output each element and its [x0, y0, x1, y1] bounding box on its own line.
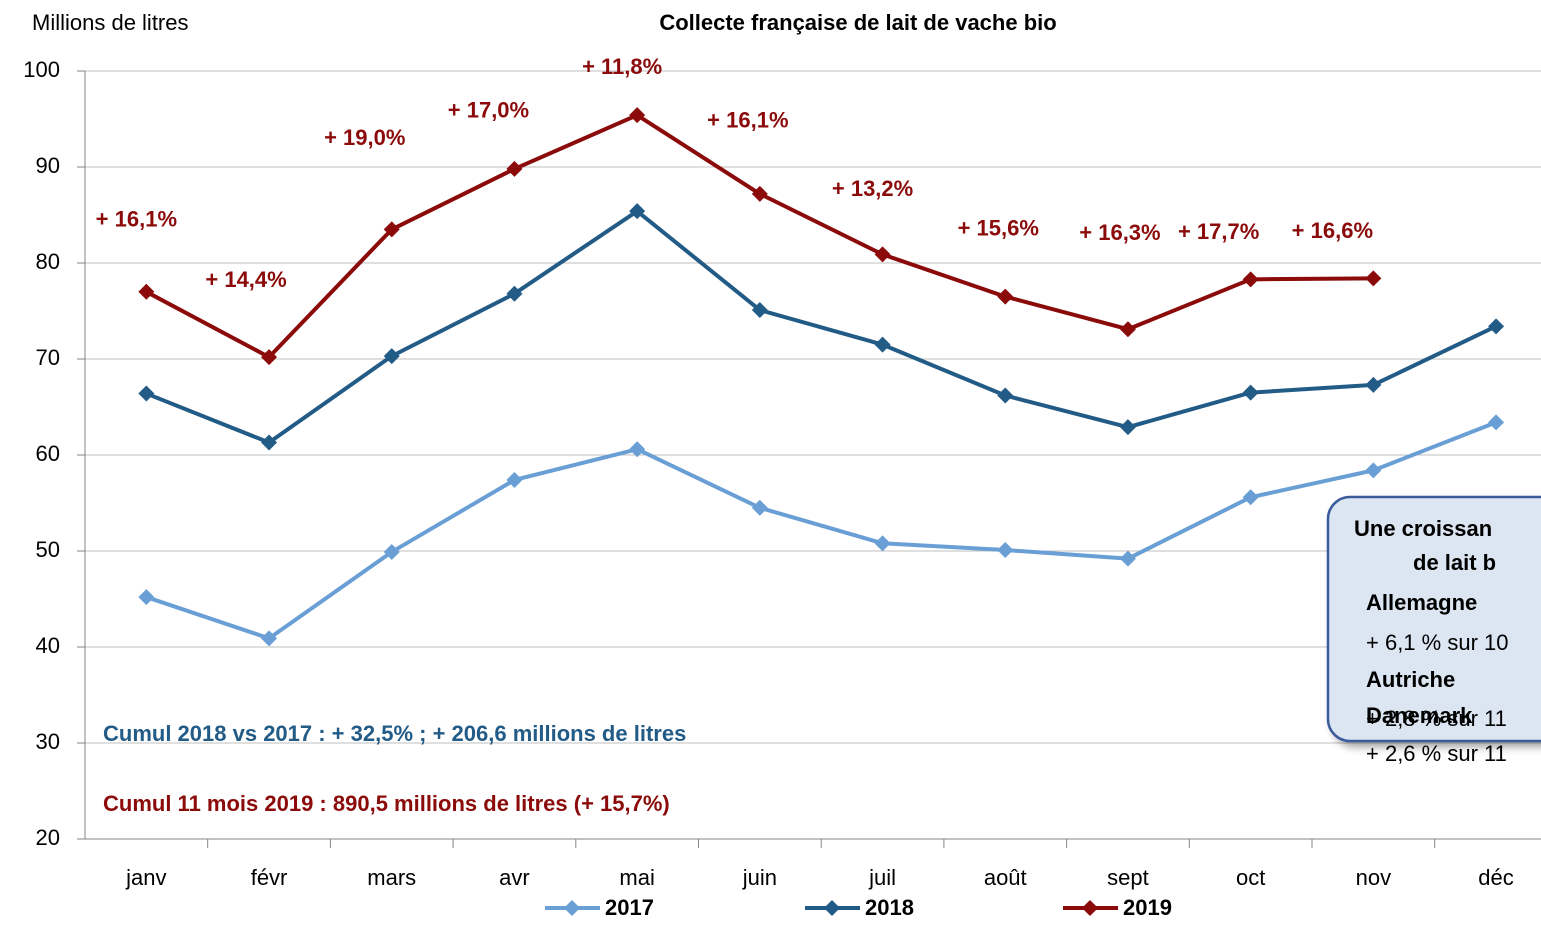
data-point: [1365, 462, 1382, 479]
data-point: [506, 160, 523, 177]
x-tick-label: janv: [125, 865, 166, 890]
y-tick-label: 100: [23, 57, 60, 82]
callout-text: Danemark: [1366, 703, 1473, 728]
x-tick-label: sept: [1107, 865, 1149, 890]
data-point: [1242, 384, 1259, 401]
callout-text: Une croissan: [1354, 516, 1492, 541]
data-point: [1488, 318, 1505, 335]
y-tick-label: 90: [36, 153, 60, 178]
annotation: Cumul 11 mois 2019 : 890,5 millions de l…: [103, 791, 670, 816]
data-point: [506, 471, 523, 488]
data-point: [874, 246, 891, 263]
series-line: [145, 420, 1497, 641]
y-tick-label: 80: [36, 249, 60, 274]
y-tick-label: 50: [36, 537, 60, 562]
x-tick-label: juil: [868, 865, 896, 890]
data-point: [997, 542, 1014, 559]
data-point: [997, 288, 1014, 305]
growth-label: + 16,3%: [1079, 220, 1160, 245]
y-tick-label: 30: [36, 729, 60, 754]
x-tick-label: févr: [251, 865, 288, 890]
data-point: [874, 535, 891, 552]
data-point: [261, 630, 278, 647]
legend-marker: [824, 900, 840, 916]
legend-label: 2017: [605, 895, 654, 920]
series-line: [145, 209, 1497, 445]
data-point: [1242, 489, 1259, 506]
chart-title: Collecte française de lait de vache bio: [659, 10, 1056, 35]
callout-text: + 2,6 % sur 11: [1366, 741, 1507, 766]
growth-label: + 14,4%: [205, 267, 286, 292]
data-point: [751, 302, 768, 319]
y-tick-label: 70: [36, 345, 60, 370]
data-point: [1119, 419, 1136, 436]
x-tick-label: oct: [1236, 865, 1265, 890]
data-point: [1488, 414, 1505, 431]
data-point: [629, 441, 646, 458]
data-point: [383, 348, 400, 365]
data-point: [751, 185, 768, 202]
growth-label: + 15,6%: [958, 215, 1039, 240]
data-point: [261, 434, 278, 451]
x-tick-label: nov: [1356, 865, 1391, 890]
growth-label: + 13,2%: [832, 176, 913, 201]
data-point: [1119, 321, 1136, 338]
growth-label: + 17,7%: [1178, 219, 1259, 244]
y-tick-label: 60: [36, 441, 60, 466]
data-point: [629, 107, 646, 124]
callout-text: de lait b: [1413, 550, 1496, 575]
x-tick-label: déc: [1478, 865, 1513, 890]
legend-label: 2018: [865, 895, 914, 920]
legend-label: 2019: [1123, 895, 1172, 920]
data-point: [1119, 550, 1136, 567]
legend-marker: [1082, 900, 1098, 916]
callout-text: Autriche: [1366, 667, 1455, 692]
growth-label: + 11,8%: [582, 54, 662, 79]
x-tick-label: juin: [742, 865, 777, 890]
data-point: [1365, 270, 1382, 287]
growth-label: + 16,1%: [707, 108, 788, 133]
data-point: [997, 387, 1014, 404]
callout-text: + 6,1 % sur 10: [1366, 630, 1508, 655]
legend-marker: [564, 900, 580, 916]
growth-label: + 19,0%: [324, 125, 405, 150]
data-point: [1365, 376, 1382, 393]
callout-text: + 2,8 % sur 11: [1366, 706, 1507, 731]
data-point: [629, 203, 646, 220]
data-point: [138, 589, 155, 606]
data-point: [874, 336, 891, 353]
growth-label: + 17,0%: [448, 98, 529, 123]
x-tick-label: août: [984, 865, 1027, 890]
data-point: [506, 285, 523, 302]
x-tick-label: mars: [367, 865, 416, 890]
x-tick-label: mai: [619, 865, 654, 890]
y-tick-label: 40: [36, 633, 60, 658]
data-point: [138, 283, 155, 300]
callout-text: Allemagne: [1366, 590, 1477, 615]
data-point: [383, 221, 400, 238]
y-tick-label: 20: [36, 825, 60, 850]
y-axis-label: Millions de litres: [32, 10, 189, 35]
data-point: [261, 349, 278, 366]
data-point: [1242, 271, 1259, 288]
data-point: [383, 543, 400, 560]
callout-box: [1326, 495, 1541, 743]
annotation: Cumul 2018 vs 2017 : + 32,5% ; + 206,6 m…: [103, 721, 686, 746]
data-point: [751, 499, 768, 516]
growth-label: + 16,1%: [96, 207, 177, 232]
growth-label: + 16,6%: [1292, 218, 1373, 243]
x-tick-label: avr: [499, 865, 530, 890]
data-point: [138, 385, 155, 402]
